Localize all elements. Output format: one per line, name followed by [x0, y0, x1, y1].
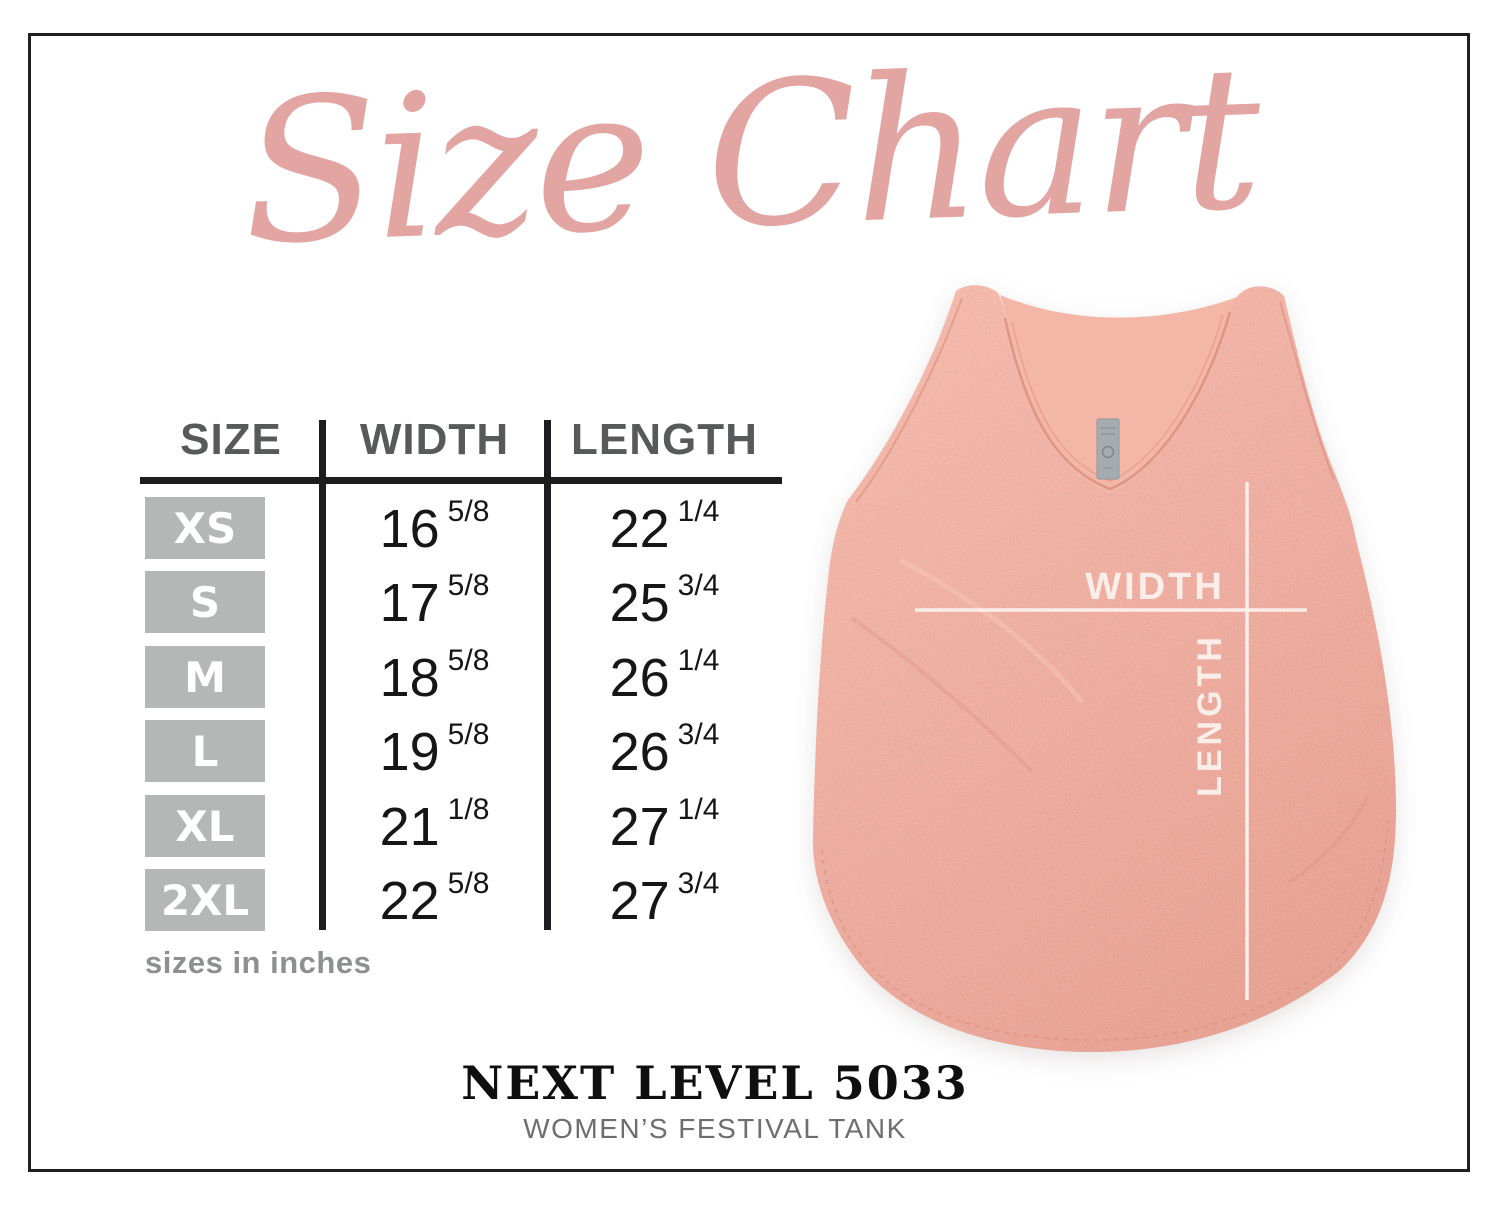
wrinkle-line [850, 616, 1034, 774]
width-whole: 18 [379, 648, 440, 708]
width-value-row: 21 1/8 [322, 792, 547, 862]
wrinkle-line [1289, 794, 1370, 884]
length-label: LENGTH [1191, 633, 1229, 797]
column-divider-2 [544, 420, 551, 930]
width-whole: 22 [379, 871, 440, 931]
size-chart-title: Size Chart [238, 22, 1262, 289]
width-fraction: 5/8 [447, 569, 490, 602]
length-fraction: 1/4 [677, 495, 720, 528]
size-badge-l: L [145, 720, 265, 782]
hem-stitch [821, 819, 1389, 1041]
units-note: sizes in inches [145, 945, 372, 980]
width-whole: 16 [379, 499, 440, 559]
width-whole: 19 [379, 722, 440, 782]
width-fraction: 5/8 [447, 495, 490, 528]
column-header-length: LENGTH [571, 415, 758, 464]
length-value-row: 26 1/4 [547, 643, 782, 713]
product-info: NEXT LEVEL 5033 WOMEN’S FESTIVAL TANK [315, 1056, 1115, 1145]
width-fraction: 5/8 [447, 644, 490, 677]
width-value-row: 18 5/8 [322, 643, 547, 713]
column-divider-1 [319, 420, 326, 930]
wrinkle-highlight [898, 557, 1084, 704]
neckline-seam [1003, 311, 1232, 491]
left-armhole-seam [855, 297, 963, 503]
width-fraction: 5/8 [447, 718, 490, 751]
length-value-row: 22 1/4 [547, 494, 782, 564]
width-value-row: 22 5/8 [322, 866, 547, 936]
width-value-row: 16 5/8 [322, 494, 547, 564]
length-fraction: 3/4 [677, 718, 720, 751]
length-fraction: 1/4 [677, 793, 720, 826]
length-value-row: 27 3/4 [547, 866, 782, 936]
length-fraction: 3/4 [677, 569, 720, 602]
width-whole: 17 [379, 573, 440, 633]
length-value-row: 26 3/4 [547, 717, 782, 787]
size-badge-xl: XL [145, 795, 265, 857]
tank-top-photo: WIDTH LENGTH [812, 285, 1396, 1052]
length-whole: 22 [609, 499, 670, 559]
width-whole: 21 [379, 797, 440, 857]
column-header-size: SIZE [180, 415, 282, 464]
product-description: WOMEN’S FESTIVAL TANK [523, 1113, 907, 1144]
column-header-width: WIDTH [359, 415, 510, 464]
size-badge-s: S [145, 571, 265, 633]
header-underline [140, 477, 782, 484]
neckline-stitch [1011, 314, 1224, 482]
length-value-row: 27 1/4 [547, 792, 782, 862]
product-name: NEXT LEVEL 5033 [461, 1056, 969, 1110]
width-value-row: 17 5/8 [322, 568, 547, 638]
length-whole: 27 [609, 871, 670, 931]
size-badge-xs: XS [145, 497, 265, 559]
size-badge-m: M [145, 646, 265, 708]
length-fraction: 3/4 [677, 867, 720, 900]
right-armhole-seam [1279, 301, 1335, 481]
width-fraction: 5/8 [447, 867, 490, 900]
length-whole: 25 [609, 573, 670, 633]
length-whole: 27 [609, 797, 670, 857]
length-whole: 26 [609, 648, 670, 708]
length-fraction: 1/4 [677, 644, 720, 677]
width-label: WIDTH [1085, 566, 1225, 608]
brand-tag [1096, 418, 1120, 480]
length-value-row: 25 3/4 [547, 568, 782, 638]
width-value-row: 19 5/8 [322, 717, 547, 787]
width-fraction: 1/8 [447, 793, 490, 826]
size-badge-2xl: 2XL [145, 869, 265, 931]
length-whole: 26 [609, 722, 670, 782]
